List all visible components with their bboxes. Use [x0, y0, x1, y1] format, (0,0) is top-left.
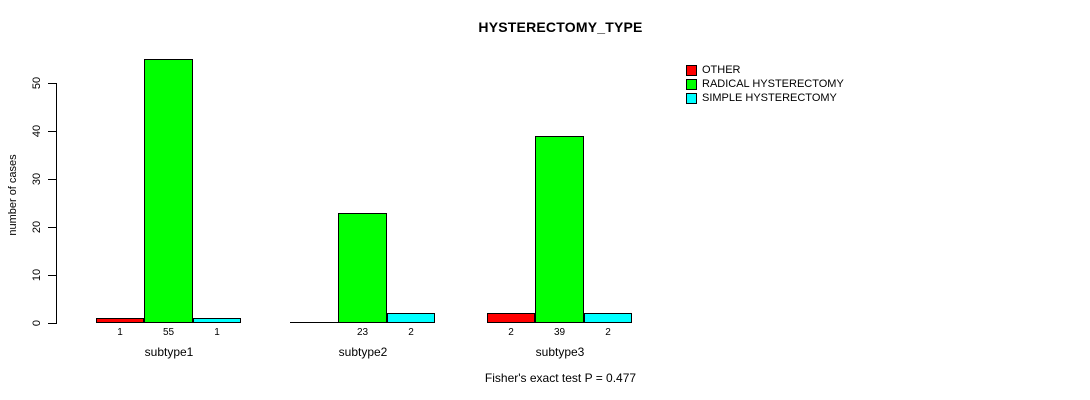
- bar-value-label-subtype3-simple-hysterectomy: 2: [605, 327, 611, 338]
- bar-value-label-subtype1-radical-hysterectomy: 55: [162, 327, 175, 338]
- category-label-subtype3: subtype3: [535, 345, 585, 359]
- bar-value-label-subtype2-simple-hysterectomy: 2: [408, 327, 414, 338]
- y-axis-tick: [48, 131, 56, 132]
- y-axis-tick: [48, 227, 56, 228]
- y-axis-tick: [48, 323, 56, 324]
- y-axis-tick-label: 40: [31, 124, 43, 138]
- bar-value-label-subtype1-simple-hysterectomy: 1: [214, 327, 220, 338]
- bar-radical-hysterectomy-subtype2: [338, 213, 387, 323]
- legend-label: SIMPLE HYSTERECTOMY: [702, 92, 837, 104]
- legend-swatch-other: [686, 64, 697, 76]
- bar-value-label-subtype2-radical-hysterectomy: 23: [356, 327, 369, 338]
- y-axis-label: number of cases: [7, 154, 19, 236]
- chart-title: HYSTERECTOMY_TYPE: [478, 19, 643, 35]
- legend-item-other: OTHER: [686, 64, 844, 76]
- bar-simple-hysterectomy-subtype1: [193, 318, 241, 323]
- y-axis-tick-label: 20: [31, 220, 43, 234]
- legend-item-radical-hysterectomy: RADICAL HYSTERECTOMY: [686, 78, 844, 90]
- y-axis-tick-label: 30: [31, 172, 43, 186]
- legend-label: RADICAL HYSTERECTOMY: [702, 78, 844, 90]
- bar-radical-hysterectomy-subtype3: [535, 136, 584, 323]
- bar-value-label-subtype1-other: 1: [117, 327, 123, 338]
- y-axis-tick-label: 50: [31, 76, 43, 90]
- y-axis-tick-label: 10: [31, 268, 43, 282]
- legend-swatch-radical-hysterectomy: [686, 78, 697, 90]
- y-axis-tick: [48, 179, 56, 180]
- y-axis-tick-label: 0: [31, 319, 43, 327]
- legend-item-simple-hysterectomy: SIMPLE HYSTERECTOMY: [686, 92, 844, 104]
- bar-value-label-subtype3-other: 2: [508, 327, 514, 338]
- legend-swatch-simple-hysterectomy: [686, 92, 697, 104]
- bar-other-subtype1: [96, 318, 144, 323]
- legend: OTHER RADICAL HYSTERECTOMY SIMPLE HYSTEREC…: [686, 64, 844, 104]
- bar-other-subtype3: [487, 313, 535, 323]
- y-axis-tick: [48, 275, 56, 276]
- bar-value-label-subtype3-radical-hysterectomy: 39: [553, 327, 566, 338]
- bar-radical-hysterectomy-subtype1: [144, 59, 193, 323]
- bar-simple-hysterectomy-subtype2: [387, 313, 435, 323]
- bar-simple-hysterectomy-subtype3: [584, 313, 632, 323]
- category-label-subtype2: subtype2: [338, 345, 388, 359]
- category-label-subtype1: subtype1: [144, 345, 194, 359]
- bar-other-subtype2: [290, 322, 338, 323]
- y-axis-tick: [48, 83, 56, 84]
- y-axis-line: [56, 83, 57, 324]
- footer-annotation: Fisher's exact test P = 0.477: [484, 371, 637, 385]
- legend-label: OTHER: [702, 64, 741, 76]
